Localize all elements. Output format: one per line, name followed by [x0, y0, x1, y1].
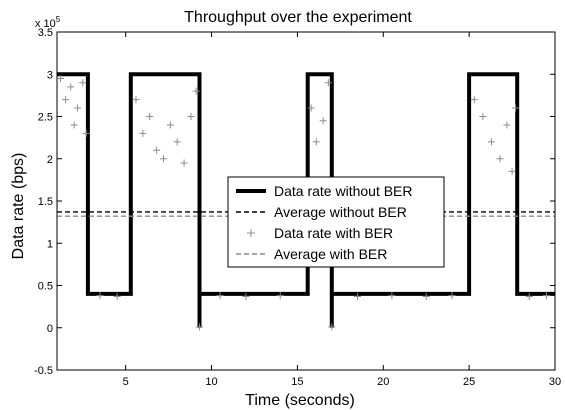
- x-tick-label: 10: [205, 376, 217, 388]
- y-tick-label: 1.5: [38, 196, 53, 208]
- data-point-19: [319, 117, 327, 125]
- data-point-36: [448, 292, 456, 300]
- data-point-37: [525, 292, 533, 300]
- data-point-14: [180, 159, 188, 167]
- data-point-28: [96, 292, 104, 300]
- data-point-6: [82, 129, 90, 137]
- data-point-15: [187, 113, 195, 120]
- data-point-0: [56, 74, 64, 82]
- data-point-7: [132, 96, 140, 104]
- x-tick-label: 15: [291, 376, 303, 388]
- data-point-2: [67, 83, 75, 91]
- y-exponent-base: x 10: [35, 18, 56, 30]
- y-tick-label: 2.5: [38, 112, 53, 124]
- data-point-11: [159, 155, 167, 163]
- data-point-38: [542, 292, 550, 300]
- data-point-10: [153, 146, 161, 154]
- data-point-21: [470, 96, 478, 104]
- legend-label: Data rate with BER: [274, 225, 393, 241]
- data-point-12: [166, 121, 174, 129]
- x-axis-label: Time (seconds): [245, 392, 355, 409]
- y-tick-label: 2: [47, 154, 53, 166]
- legend-label: Average without BER: [274, 204, 407, 220]
- data-point-27: [512, 104, 520, 112]
- data-point-5: [79, 79, 87, 87]
- x-tick-label: 25: [463, 376, 475, 388]
- data-point-33: [354, 292, 362, 300]
- y-axis-label: Data rate (bps): [10, 153, 27, 260]
- data-point-26: [508, 167, 516, 175]
- data-point-17: [307, 104, 315, 112]
- data-point-20: [324, 79, 332, 87]
- data-point-30: [216, 292, 224, 300]
- data-point-25: [503, 121, 511, 129]
- data-point-8: [139, 129, 147, 137]
- data-point-35: [422, 292, 430, 300]
- series-markers-2: [56, 74, 550, 331]
- data-point-31: [242, 292, 250, 300]
- data-point-16: [192, 87, 200, 95]
- x-tick-label: 30: [549, 376, 561, 388]
- y-tick-label: 0: [47, 323, 53, 335]
- legend: Data rate without BER Average without BER…: [227, 176, 445, 268]
- x-tick-label: 5: [123, 376, 129, 388]
- y-exponent-label: x 105: [35, 15, 61, 30]
- data-point-34: [388, 292, 396, 300]
- data-point-1: [62, 96, 70, 104]
- data-point-39: [196, 323, 204, 331]
- axes-layer: 5 10 15 20 25 30 -0.5 0 0.5 1 1.5 2 2.5 3 3.5: [34, 27, 561, 388]
- data-point-29: [113, 292, 121, 300]
- y-tick-label: 3: [47, 69, 53, 81]
- legend-label: Data rate without BER: [274, 183, 413, 199]
- data-point-40: [328, 323, 336, 331]
- data-point-23: [487, 138, 495, 146]
- x-tick-label: 20: [377, 376, 389, 388]
- data-point-22: [479, 113, 487, 120]
- y-tick-label: 1: [47, 238, 53, 250]
- data-point-24: [496, 155, 504, 163]
- data-point-18: [312, 138, 320, 146]
- y-tick-label: 0.5: [38, 281, 53, 293]
- y-tick-label: 3.5: [38, 27, 53, 39]
- legend-label: Average with BER: [274, 246, 387, 262]
- data-point-32: [276, 292, 284, 300]
- data-point-3: [70, 121, 78, 129]
- legend-swatch: [247, 229, 255, 237]
- chart-title: Throughput over the experiment: [184, 9, 412, 26]
- data-point-13: [173, 138, 181, 146]
- y-tick-label: -0.5: [34, 365, 53, 377]
- y-exponent-power: 5: [56, 15, 61, 24]
- data-point-9: [146, 113, 154, 120]
- data-point-4: [74, 104, 82, 112]
